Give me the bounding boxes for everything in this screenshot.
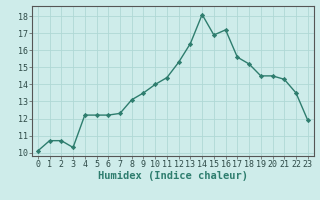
X-axis label: Humidex (Indice chaleur): Humidex (Indice chaleur) — [98, 171, 248, 181]
